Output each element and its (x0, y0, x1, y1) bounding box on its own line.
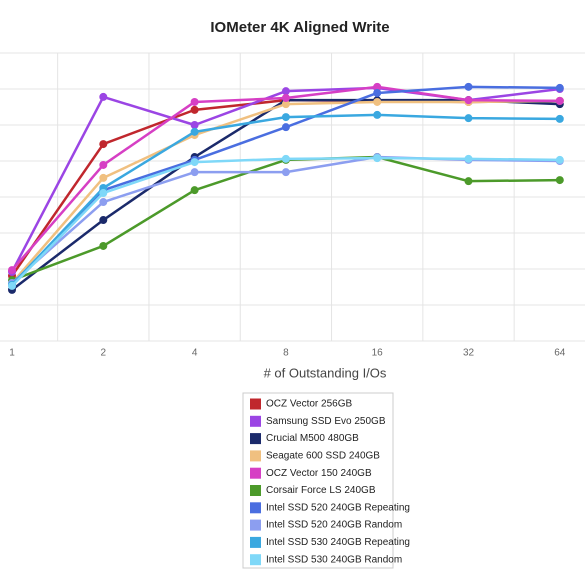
x-tick-label: 16 (372, 348, 384, 359)
data-point (99, 140, 108, 149)
legend-label: Seagate 600 SSD 240GB (266, 451, 380, 462)
data-point (8, 266, 16, 275)
legend-label: Samsung SSD Evo 250GB (266, 416, 386, 427)
data-point (281, 113, 290, 122)
data-point (464, 82, 473, 91)
data-point (555, 96, 564, 105)
x-axis-label: # of Outstanding I/Os (264, 365, 387, 380)
data-point (190, 186, 199, 195)
data-point (373, 97, 382, 106)
legend-label: Intel SSD 520 240GB Repeating (266, 502, 410, 513)
data-point (281, 87, 290, 96)
data-point (99, 189, 108, 198)
data-point (190, 97, 199, 106)
legend-label: Intel SSD 520 240GB Random (266, 520, 402, 531)
data-point (281, 168, 290, 177)
data-point (281, 100, 290, 109)
data-point (99, 241, 108, 250)
data-point (555, 176, 564, 185)
legend-swatch (250, 450, 261, 462)
legend-box (242, 392, 394, 569)
data-point (373, 82, 382, 91)
x-tick-label: 4 (192, 348, 198, 359)
data-point (99, 198, 108, 207)
x-tick-label: 1 (9, 348, 15, 359)
x-tick-label: 8 (283, 348, 289, 359)
data-point (190, 105, 199, 114)
legend-label: Intel SSD 530 240GB Repeating (266, 537, 410, 548)
data-point (555, 114, 564, 123)
data-point (373, 88, 382, 97)
data-point (281, 94, 290, 102)
data-point (281, 123, 290, 132)
legend-swatch (250, 502, 261, 514)
legend-label: OCZ Vector 150 240GB (266, 468, 372, 479)
legend-label: Crucial M500 480GB (266, 433, 359, 444)
x-tick-label: 2 (101, 348, 107, 359)
data-point (190, 168, 199, 177)
data-point (99, 216, 108, 225)
data-point (555, 83, 564, 92)
data-point (373, 110, 382, 119)
data-point (281, 154, 290, 163)
x-tick-label: 32 (463, 348, 475, 359)
legend-swatch (250, 554, 261, 566)
data-point (190, 127, 199, 136)
data-point (99, 160, 108, 169)
data-point (464, 114, 473, 123)
legend-label: Corsair Force LS 240GB (266, 485, 376, 496)
data-point (99, 173, 108, 182)
data-point (373, 154, 382, 163)
legend-swatch (250, 519, 261, 531)
legend-swatch (250, 433, 261, 445)
data-point (555, 155, 564, 164)
data-point (99, 92, 108, 101)
legend-swatch (250, 415, 261, 427)
data-point (190, 121, 199, 129)
legend-label: OCZ Vector 256GB (266, 399, 352, 410)
data-point (464, 96, 473, 105)
legend-swatch (250, 467, 261, 479)
data-point (8, 281, 16, 290)
legend-label: Intel SSD 530 240GB Random (266, 554, 402, 565)
data-point (464, 177, 473, 186)
legend-swatch (250, 485, 261, 496)
legend-swatch (250, 398, 261, 410)
chart-title: IOMeter 4K Aligned Write (210, 19, 389, 36)
x-tick-label: 64 (554, 348, 566, 359)
legend-swatch (250, 536, 261, 548)
data-point (190, 158, 199, 167)
data-point (464, 154, 473, 163)
